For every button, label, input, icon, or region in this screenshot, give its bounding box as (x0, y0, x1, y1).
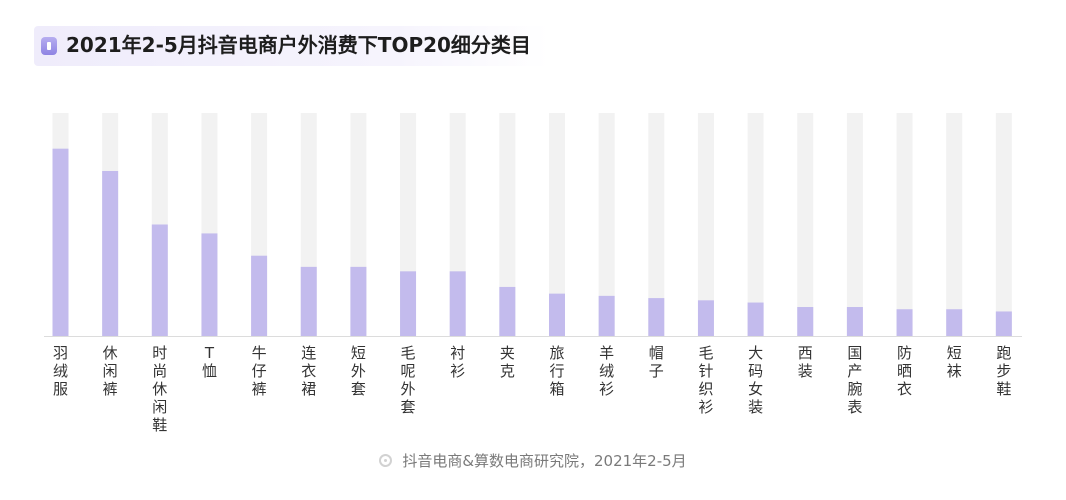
bar-羽绒服 (52, 148, 69, 336)
bar-track (549, 113, 565, 336)
bar-连衣裙 (300, 266, 317, 336)
category-label: 牛仔裤 (252, 344, 267, 398)
category-label: 羊绒衫 (599, 344, 614, 398)
bar-短外套 (350, 266, 367, 336)
bar-track (797, 113, 814, 336)
bar-西装 (797, 307, 814, 336)
bar-track (697, 113, 714, 336)
bar-帽子 (648, 298, 665, 336)
bar-跑步鞋 (995, 311, 1012, 336)
category-label: 时尚休闲鞋 (152, 344, 167, 434)
category-label: 衬衫 (450, 344, 465, 380)
category-label: 羽绒服 (53, 344, 68, 398)
bar-旅行箱 (549, 293, 565, 336)
bar-track (995, 113, 1012, 336)
bar-夹克 (499, 286, 516, 336)
category-label: 连衣裙 (301, 344, 316, 398)
category-label: 大码女装 (748, 344, 763, 416)
bar-track (747, 113, 764, 336)
bar-track (896, 113, 913, 336)
bar-T恤 (201, 233, 218, 336)
bar-防晒衣 (896, 309, 913, 336)
bar-毛呢外套 (400, 271, 417, 336)
category-label: 防晒衣 (897, 344, 912, 398)
bar-短袜 (946, 309, 963, 336)
bar-羊绒衫 (598, 295, 615, 336)
title-band (34, 26, 549, 66)
source-icon (379, 454, 393, 467)
category-label: 跑步鞋 (996, 344, 1011, 398)
chart-title: 2021年2-5月抖音电商户外消费下TOP20细分类目 (66, 33, 531, 57)
bar-衬衫 (449, 271, 466, 336)
bar-track (946, 113, 963, 336)
category-label: 毛针织衫 (698, 344, 713, 416)
bar-毛针织衫 (697, 300, 714, 336)
bar-track (598, 113, 615, 336)
category-label: 旅行箱 (549, 344, 564, 398)
category-label: 帽子 (649, 344, 664, 380)
bar-track (648, 113, 665, 336)
category-label: 西装 (798, 344, 813, 380)
bar-休闲裤 (102, 170, 119, 336)
bar-track (846, 113, 863, 336)
bar-牛仔裤 (251, 255, 268, 336)
document-icon (41, 37, 57, 55)
category-label: 短袜 (947, 344, 962, 380)
source-note: 抖音电商&算数电商研究院，2021年2-5月 (0, 450, 1066, 472)
category-label: 夹克 (500, 344, 515, 380)
category-label: 休闲裤 (103, 344, 118, 398)
bar-track (499, 113, 516, 336)
bar-时尚休闲鞋 (151, 224, 168, 336)
category-label: 国产腕表 (847, 344, 862, 416)
category-label: 短外套 (351, 344, 366, 398)
bar-大码女装 (747, 302, 764, 336)
source-text: 抖音电商&算数电商研究院，2021年2-5月 (402, 452, 687, 470)
bar-国产腕表 (846, 307, 863, 336)
category-label: 毛呢外套 (401, 344, 416, 416)
